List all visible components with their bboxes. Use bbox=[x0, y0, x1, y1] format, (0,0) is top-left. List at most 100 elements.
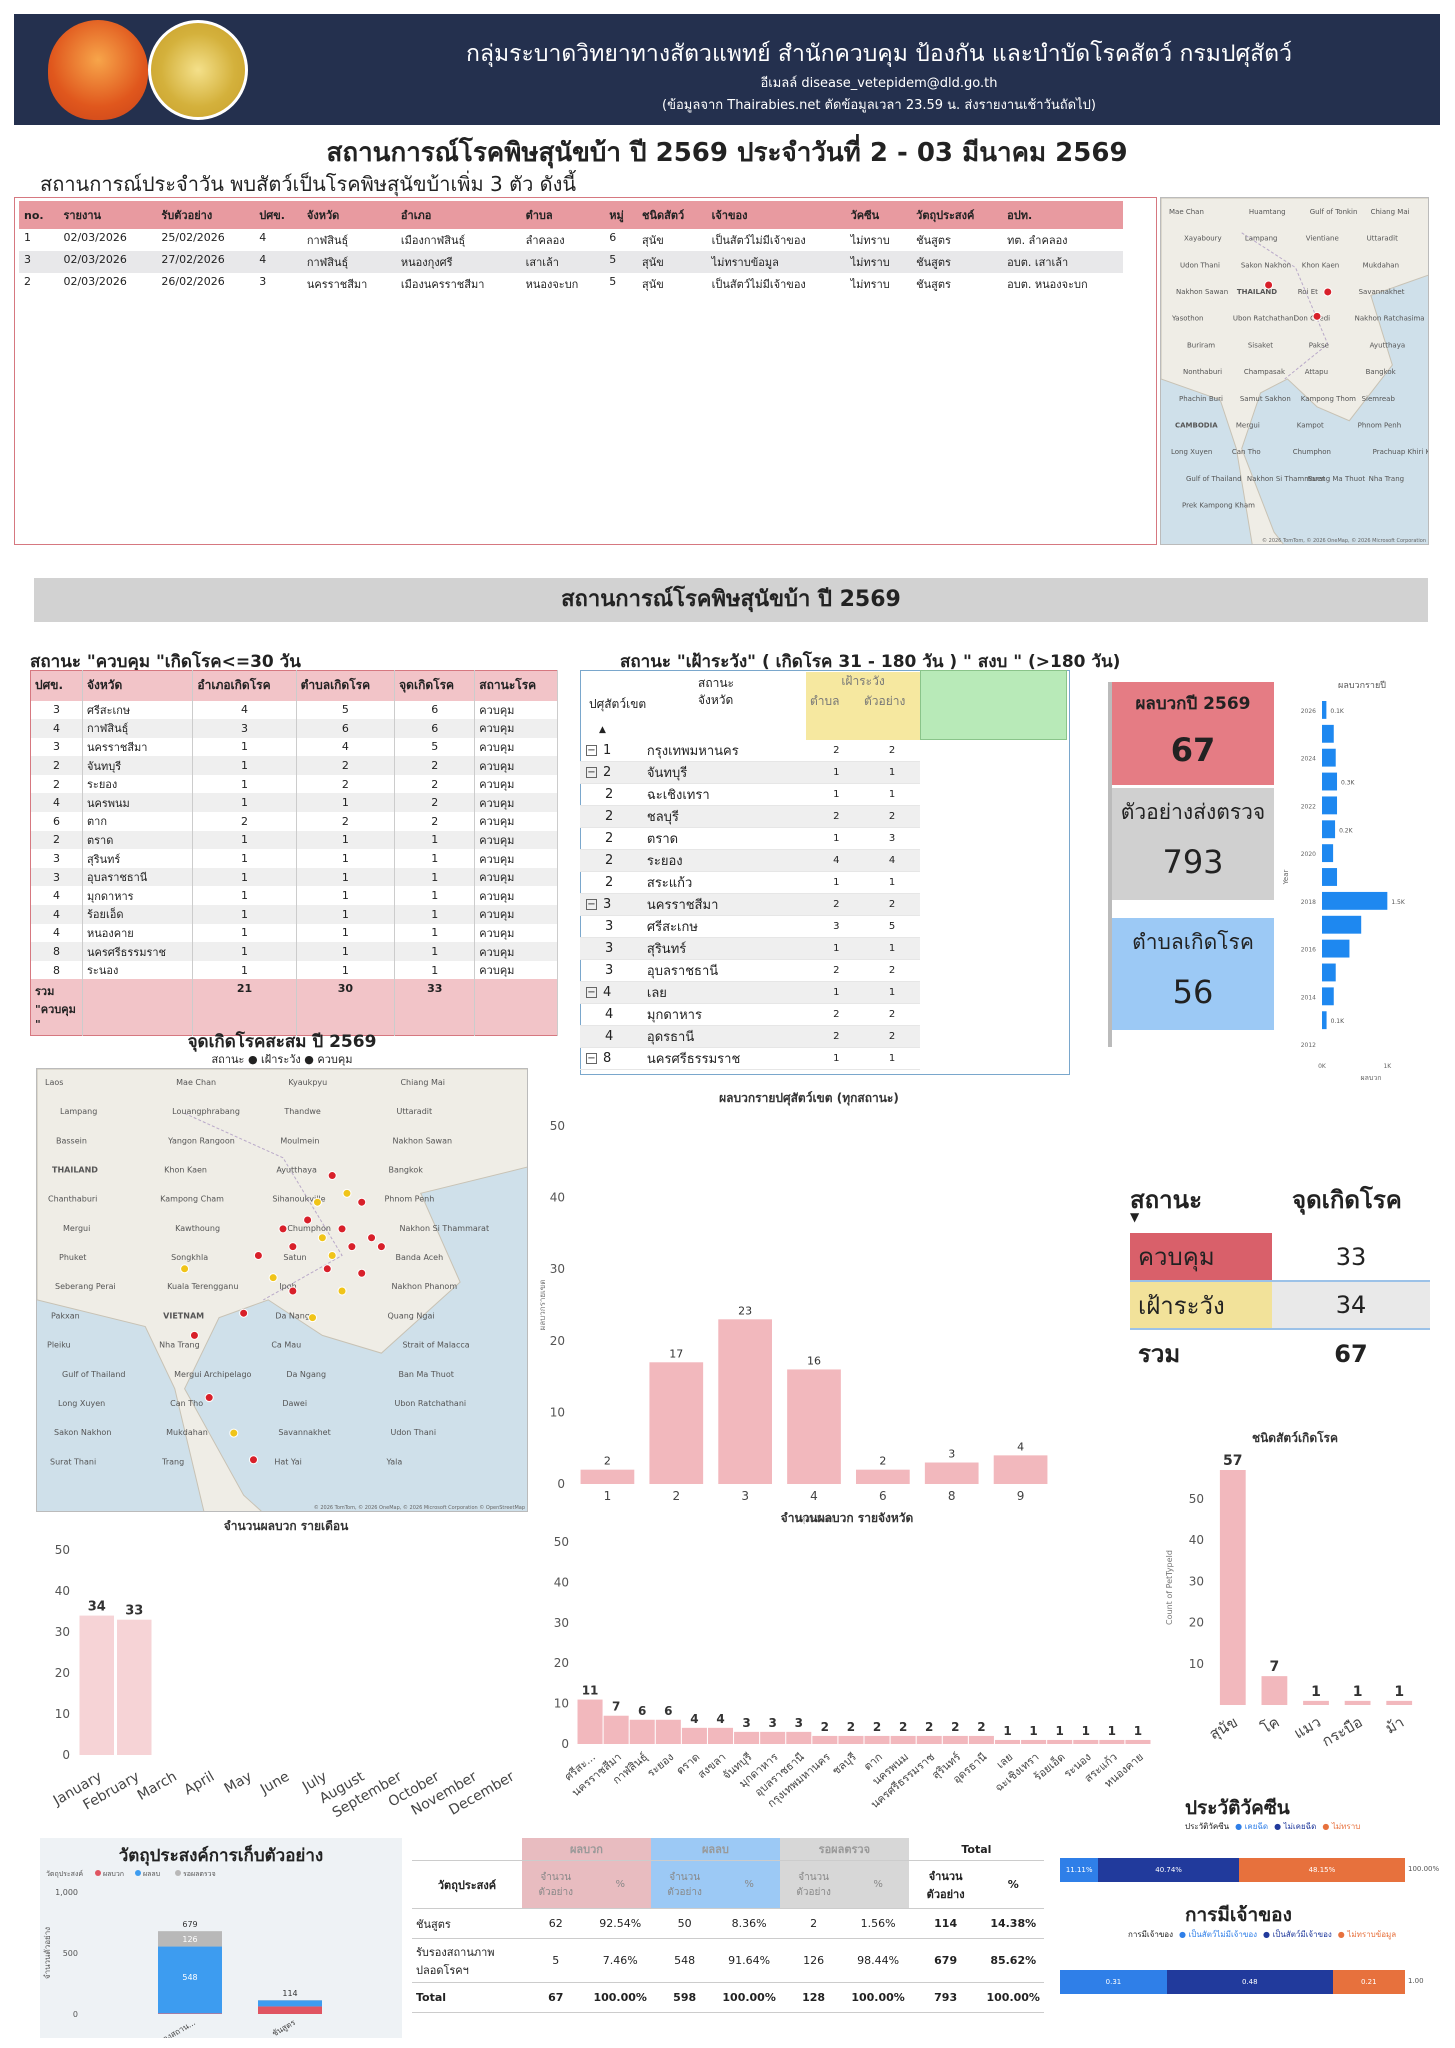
outbreak-marker[interactable] bbox=[229, 1428, 239, 1438]
outbreak-marker[interactable] bbox=[367, 1233, 377, 1243]
header-tambon[interactable]: ตำบล bbox=[810, 694, 840, 708]
column-header[interactable]: ตำบล bbox=[520, 201, 605, 229]
bar[interactable] bbox=[864, 1735, 890, 1744]
collapse-icon[interactable]: − bbox=[586, 767, 597, 779]
bar[interactable] bbox=[1021, 1739, 1047, 1744]
outbreak-marker[interactable] bbox=[337, 1286, 347, 1296]
column-header[interactable]: วัคซีน bbox=[845, 201, 912, 229]
bar[interactable] bbox=[760, 1731, 786, 1744]
outbreak-marker[interactable] bbox=[303, 1215, 313, 1225]
bar[interactable] bbox=[890, 1735, 916, 1744]
column-header[interactable]: รายงาน bbox=[58, 201, 157, 229]
bar[interactable] bbox=[79, 1615, 115, 1755]
bar[interactable] bbox=[655, 1719, 681, 1744]
collapse-icon[interactable]: − bbox=[586, 899, 597, 911]
outbreak-marker[interactable] bbox=[288, 1242, 298, 1252]
bar[interactable] bbox=[1322, 1011, 1327, 1030]
daily-map[interactable]: Mae Chan Huamtang Gulf of Tonkin Chiang Mai… bbox=[1160, 197, 1429, 545]
outbreak-marker[interactable] bbox=[288, 1286, 298, 1296]
bar[interactable] bbox=[649, 1362, 704, 1484]
bar[interactable] bbox=[1322, 868, 1338, 886]
cumulative-map[interactable]: Laos Mae Chan Kyaukpyu Chiang Mai Lampang Lou… bbox=[36, 1068, 528, 1512]
bar[interactable] bbox=[117, 1619, 152, 1755]
bar-segment[interactable]: 40.74% bbox=[1098, 1858, 1239, 1882]
outbreak-marker[interactable] bbox=[337, 1224, 347, 1234]
bar[interactable] bbox=[1322, 796, 1338, 815]
bar[interactable] bbox=[577, 1699, 603, 1744]
bar-segment[interactable]: 48.15% bbox=[1238, 1858, 1405, 1882]
bar[interactable] bbox=[968, 1735, 994, 1744]
bar[interactable] bbox=[1322, 772, 1338, 791]
bar[interactable] bbox=[681, 1727, 707, 1744]
bar[interactable] bbox=[1322, 987, 1334, 1006]
header-zone[interactable]: ปศุสัตว์เขต bbox=[589, 697, 647, 711]
collapse-icon[interactable]: − bbox=[586, 987, 597, 999]
outbreak-marker[interactable] bbox=[239, 1308, 249, 1318]
bar[interactable] bbox=[1322, 844, 1334, 863]
column-header[interactable]: ตำบลเกิดโรค bbox=[296, 670, 396, 701]
column-header[interactable]: ปศข. bbox=[254, 201, 302, 229]
outbreak-marker[interactable] bbox=[278, 1224, 288, 1234]
outbreak-marker[interactable] bbox=[312, 1197, 322, 1207]
outbreak-marker[interactable] bbox=[1312, 311, 1322, 321]
outbreak-marker[interactable] bbox=[268, 1273, 278, 1283]
bar[interactable] bbox=[993, 1455, 1048, 1484]
bar[interactable] bbox=[1125, 1739, 1151, 1744]
column-header[interactable]: ชนิดสัตว์ bbox=[637, 201, 707, 229]
bar[interactable] bbox=[916, 1735, 942, 1744]
sort-down-icon[interactable]: ▼ bbox=[1130, 1210, 1140, 1224]
bar[interactable] bbox=[924, 1462, 979, 1484]
bar[interactable] bbox=[1322, 891, 1388, 910]
column-header[interactable]: รับตัวอย่าง bbox=[156, 201, 255, 229]
outbreak-marker[interactable] bbox=[347, 1242, 357, 1252]
header-province[interactable]: จังหวัด bbox=[698, 693, 734, 707]
bar[interactable] bbox=[734, 1731, 760, 1744]
bar[interactable] bbox=[838, 1735, 864, 1744]
outbreak-marker[interactable] bbox=[253, 1250, 263, 1260]
sort-up-icon[interactable]: ▲ bbox=[599, 725, 606, 735]
bar[interactable] bbox=[1261, 1676, 1288, 1705]
bar[interactable] bbox=[1099, 1739, 1125, 1744]
column-header[interactable]: เจ้าของ bbox=[706, 201, 846, 229]
bar[interactable] bbox=[787, 1369, 841, 1484]
bar[interactable] bbox=[994, 1739, 1021, 1744]
bar[interactable] bbox=[629, 1719, 655, 1744]
column-header[interactable]: อปท. bbox=[1002, 201, 1123, 229]
bar-segment[interactable]: 0.21 bbox=[1332, 1970, 1405, 1994]
points-header[interactable]: จุดเกิดโรค bbox=[1292, 1186, 1402, 1214]
collapse-icon[interactable]: − bbox=[586, 1053, 597, 1065]
outbreak-marker[interactable] bbox=[322, 1264, 332, 1274]
outbreak-marker[interactable] bbox=[180, 1264, 190, 1274]
bar[interactable] bbox=[1322, 724, 1334, 743]
bar-segment[interactable]: 11.11% bbox=[1060, 1858, 1099, 1882]
status-header[interactable]: สถานะ bbox=[1130, 1186, 1202, 1214]
bar[interactable] bbox=[1047, 1739, 1073, 1744]
column-header[interactable]: อำเภอเกิดโรค bbox=[192, 670, 297, 701]
bar-segment[interactable] bbox=[258, 2006, 322, 2014]
bar[interactable] bbox=[1344, 1700, 1371, 1705]
bar[interactable] bbox=[1219, 1470, 1246, 1705]
outbreak-marker[interactable] bbox=[189, 1330, 199, 1340]
bar[interactable] bbox=[707, 1727, 734, 1744]
header-sample[interactable]: ตัวอย่าง bbox=[864, 694, 906, 708]
bar[interactable] bbox=[856, 1469, 910, 1484]
bar-segment[interactable] bbox=[158, 1946, 222, 2014]
outbreak-marker[interactable] bbox=[1323, 287, 1333, 297]
column-header[interactable]: จังหวัด bbox=[301, 201, 396, 229]
column-header[interactable]: ปศข. bbox=[30, 670, 83, 701]
outbreak-marker[interactable] bbox=[327, 1171, 337, 1181]
outbreak-marker[interactable] bbox=[342, 1188, 352, 1198]
bar[interactable] bbox=[1322, 915, 1362, 934]
bar[interactable] bbox=[1322, 748, 1336, 767]
bar[interactable] bbox=[786, 1731, 812, 1744]
column-header[interactable]: สถานะโรค bbox=[474, 670, 558, 701]
bar[interactable] bbox=[1073, 1739, 1099, 1744]
bar-segment[interactable] bbox=[258, 2000, 322, 2007]
bar[interactable] bbox=[718, 1319, 772, 1484]
bar-segment[interactable] bbox=[158, 2013, 222, 2014]
bar[interactable] bbox=[1322, 701, 1327, 719]
outbreak-marker[interactable] bbox=[248, 1455, 258, 1465]
collapse-icon[interactable]: − bbox=[586, 745, 597, 757]
bar[interactable] bbox=[580, 1469, 635, 1484]
outbreak-marker[interactable] bbox=[327, 1250, 337, 1260]
